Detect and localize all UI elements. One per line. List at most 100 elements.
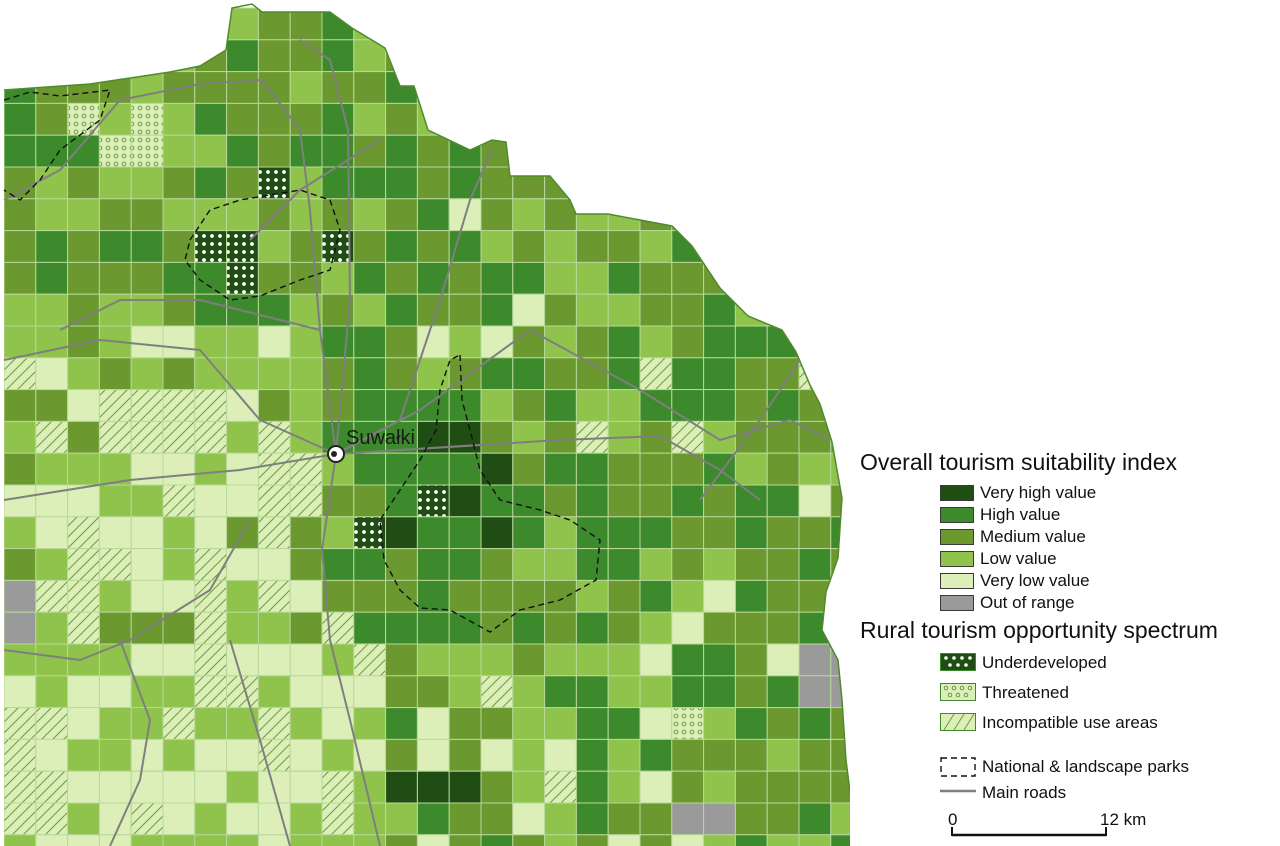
grid-cell-threatened: [671, 707, 705, 740]
grid-cell-medium: [4, 261, 37, 295]
grid-cell-low: [639, 325, 673, 359]
grid-cell-low: [35, 675, 69, 709]
national-park-boundary: [3, 89, 112, 201]
grid-cell-medium: [226, 71, 259, 104]
grid-cell-low: [194, 452, 228, 486]
grid-cell-low: [321, 452, 355, 486]
grid-cell-incompatible: [544, 770, 577, 804]
grid-cell-high: [98, 230, 132, 263]
grid-cell-low: [703, 198, 736, 232]
grid-cell-high: [671, 230, 705, 263]
grid-cell-medium: [734, 71, 768, 104]
grid-cell-low: [575, 102, 609, 136]
grid-cell-very-high: [448, 484, 482, 518]
grid-cell-high: [703, 357, 736, 391]
grid-cell-low: [607, 738, 641, 772]
grid-cell-medium: [480, 611, 514, 645]
grid-cell-medium: [385, 643, 418, 677]
grid-cell-medium: [385, 675, 418, 709]
grid-cell-medium: [703, 230, 736, 263]
grid-cell-medium: [289, 516, 323, 550]
grid-cell-high: [385, 484, 418, 518]
grid-cell-very-low: [4, 484, 37, 518]
grid-cell-incompatible: [162, 484, 196, 518]
grid-cell-medium: [671, 325, 705, 359]
grid-cell-low: [607, 643, 641, 677]
swatch-medium: [940, 529, 974, 545]
grid-cell-low: [544, 802, 577, 836]
grid-cell-low: [671, 579, 705, 613]
grid-cell-medium: [480, 102, 514, 136]
grid-cell-low: [289, 834, 323, 846]
grid-cell-low: [703, 102, 736, 136]
grid-cell-medium: [162, 357, 196, 391]
grid-cell-low: [512, 7, 546, 41]
grid-cell-low: [289, 802, 323, 836]
grid-cell-very-high: [480, 516, 514, 550]
scale-bar: 0 12 km: [860, 810, 1280, 840]
grid-cell-low: [544, 71, 577, 104]
grid-cell-medium: [98, 198, 132, 232]
grid-cell-very-low: [67, 675, 100, 709]
grid-cell-very-high: [385, 516, 418, 550]
grid-cell-high: [607, 261, 641, 295]
grid-cell-low: [321, 738, 355, 772]
grid-cell-incompatible: [67, 579, 100, 613]
grid-cell-very-low: [639, 71, 673, 104]
grid-cell-medium: [734, 802, 768, 836]
grid-cell-out: [671, 802, 705, 836]
grid-cell-medium: [766, 516, 800, 550]
grid-cell-low: [35, 643, 69, 677]
grid-cell-medium: [766, 707, 800, 740]
grid-cell-high: [798, 707, 832, 740]
grid-cell-low: [35, 452, 69, 486]
grid-cell-medium: [734, 389, 768, 422]
grid-cell-high: [353, 357, 387, 391]
grid-cell-medium: [734, 611, 768, 645]
grid-cell-medium: [4, 452, 37, 486]
grid-cell-medium: [480, 579, 514, 613]
grid-cell-medium: [830, 198, 850, 232]
grid-cell-low: [353, 102, 387, 136]
grid-cell-low: [67, 357, 100, 391]
grid-cell-medium: [639, 834, 673, 846]
grid-cell-incompatible: [162, 389, 196, 422]
grid-cell-underdeveloped: [226, 261, 259, 295]
grid-cell-threatened: [98, 134, 132, 168]
grid-cell-low: [226, 770, 259, 804]
grid-cell-high: [734, 707, 768, 740]
swatch-very-low: [940, 573, 974, 589]
grid-cell-medium: [416, 39, 450, 73]
grid-cell-medium: [734, 643, 768, 677]
grid-cell-low: [766, 166, 800, 200]
grid-cell-low: [226, 198, 259, 232]
grid-cell-medium: [671, 261, 705, 295]
grid-cell-low: [130, 834, 164, 846]
legend-label: Very low value: [980, 571, 1090, 590]
grid-cell-high: [703, 389, 736, 422]
grid-cell-incompatible: [130, 420, 164, 454]
grid-cell-underdeveloped: [194, 230, 228, 263]
grid-cell-medium: [385, 7, 418, 41]
main-road: [109, 639, 151, 846]
main-road: [299, 39, 351, 455]
grid-cell-incompatible: [321, 802, 355, 836]
grid-cell-medium: [385, 579, 418, 613]
grid-cell-high: [480, 71, 514, 104]
grid-cell-medium: [671, 39, 705, 73]
grid-cell-high: [448, 611, 482, 645]
grid-cell-high: [385, 293, 418, 327]
grid-cell-low: [98, 738, 132, 772]
grid-cell-very-low: [257, 834, 291, 846]
grid-cell-low: [448, 675, 482, 709]
grid-cell-medium: [130, 7, 164, 41]
grid-cell-low: [226, 834, 259, 846]
grid-cell-medium: [416, 134, 450, 168]
grid-cell-medium: [544, 293, 577, 327]
grid-cell-medium: [416, 675, 450, 709]
grid-cell-low: [35, 293, 69, 327]
incompatible-hatch-icon: [940, 713, 976, 731]
grid-cell-very-high: [480, 452, 514, 486]
grid-cell-low: [512, 770, 546, 804]
grid-cell-medium: [385, 198, 418, 232]
